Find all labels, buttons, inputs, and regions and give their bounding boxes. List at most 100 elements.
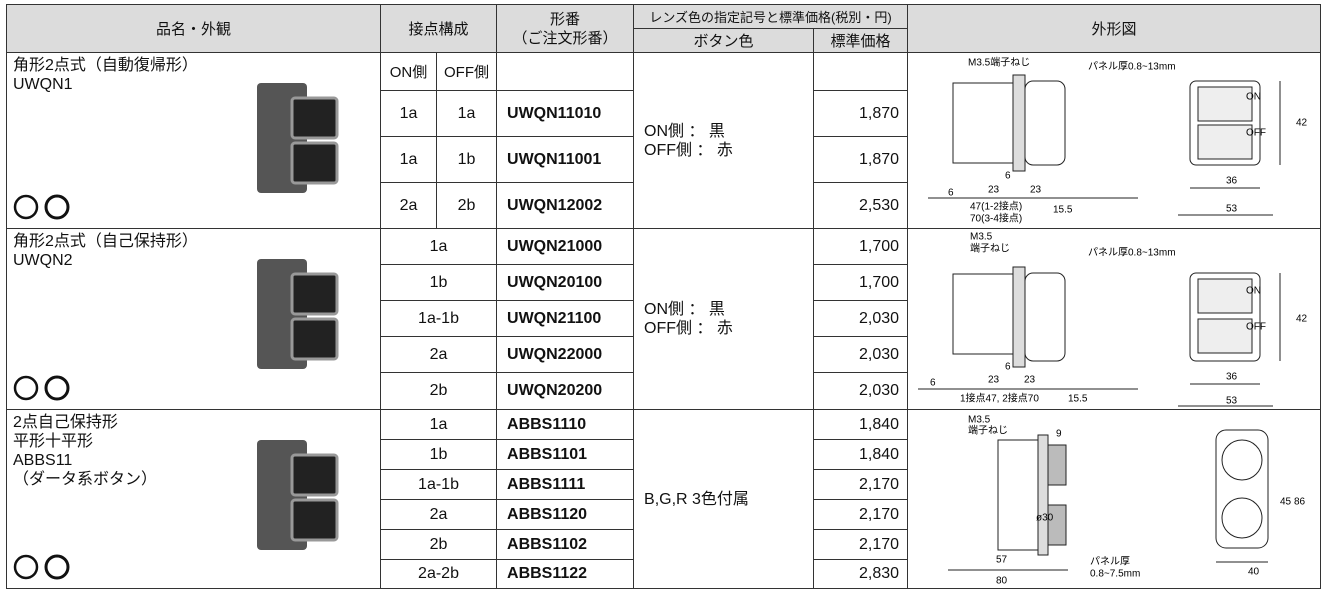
image-button bbox=[290, 141, 339, 185]
drawing-label: 6 bbox=[930, 378, 936, 389]
drawing-label: ON bbox=[1246, 286, 1261, 297]
table-row: 1a 1b UWQN11001 1,870 bbox=[7, 136, 1321, 183]
table-row: 1a-1b ABBS1111 2,170 bbox=[7, 469, 1321, 500]
drawing-label: 23 bbox=[1024, 375, 1036, 386]
price-table: 品名・外観 接点構成 形番 （ご注文形番） レンズ色の指定記号と標準価格(税別・円… bbox=[6, 4, 1322, 589]
model-cell: UWQN21100 bbox=[496, 300, 635, 337]
model-cell: UWQN12002 bbox=[496, 182, 635, 229]
price-cell: 2,030 bbox=[813, 336, 909, 373]
product-name: 2点自己保持形 平形十平形 ABBS11 （ダータ系ボタン） bbox=[13, 413, 157, 489]
button-color-cell: ON側 ： 黒 OFF側 ： 赤 bbox=[633, 228, 815, 410]
price-cell: 1,870 bbox=[813, 90, 909, 137]
drawing-label: 15.5 bbox=[1053, 205, 1073, 216]
drawing-label: 86 bbox=[1294, 497, 1306, 508]
table-row: 2a ABBS1120 2,170 bbox=[7, 499, 1321, 530]
contact-cell: 1a-1b bbox=[379, 300, 498, 337]
table-row: 2a 2b UWQN12002 2,530 bbox=[7, 182, 1321, 229]
model-cell: UWQN11010 bbox=[496, 90, 635, 137]
header-text: 形番 bbox=[550, 10, 581, 28]
drawing-label: 23 bbox=[988, 185, 1000, 196]
outline bbox=[1024, 272, 1066, 362]
header-cell: 接点構成 bbox=[379, 4, 498, 53]
table-row: 角形2点式（自動復帰形） UWQN1 ON側 OFF側 ON側 ： 黒 OFF側 ： 赤 M… bbox=[6, 52, 1322, 229]
header-row: 品名・外観 接点構成 形番 （ご注文形番） レンズ色の指定記号と標準価格(税別・円… bbox=[6, 4, 1322, 53]
product-image bbox=[257, 259, 339, 369]
csa-logo bbox=[44, 194, 70, 220]
outline bbox=[1037, 434, 1049, 556]
model-cell: ABBS1110 bbox=[496, 409, 635, 440]
header-row: ボタン色 標準価格 bbox=[7, 28, 1321, 53]
contact-cell: 1a bbox=[380, 136, 437, 183]
drawing-label: 36 bbox=[1226, 176, 1238, 187]
cert-logos bbox=[13, 375, 70, 401]
table-row: 1b UWQN20100 1,700 bbox=[7, 264, 1321, 301]
price-cell: 1,840 bbox=[813, 439, 909, 470]
outline bbox=[1047, 504, 1067, 546]
outline bbox=[1012, 74, 1026, 172]
product-name-line: 平形十平形 bbox=[13, 433, 94, 450]
button-color-cell: B,G,R 3色付属 bbox=[633, 409, 815, 589]
drawing-cell: M3.5 端子ねじ パネル厚0.8~13mm ON OFF 42 6 23 23 6 1接点47, … bbox=[907, 228, 1322, 410]
contact-cell: 1b bbox=[379, 439, 498, 470]
model-cell: ABBS1120 bbox=[496, 499, 635, 530]
contact-header-cell: ON側 bbox=[380, 52, 437, 91]
drawing-label: 6 bbox=[1005, 171, 1011, 182]
drawing-label: 42 bbox=[1296, 118, 1308, 129]
table-row: 2a-2b ABBS1122 2,830 bbox=[7, 559, 1321, 589]
button-color-line: OFF側 ： 赤 bbox=[644, 141, 733, 159]
product-name-line: 角形2点式（自動復帰形） bbox=[13, 57, 198, 74]
drawing-label: M3.5 bbox=[968, 415, 991, 426]
contact-cell: 2b bbox=[435, 182, 498, 229]
product-cell: 角形2点式（自己保持形） UWQN2 bbox=[6, 228, 381, 410]
drawing-label: ON bbox=[1246, 92, 1261, 103]
contact-cell: 2b bbox=[379, 372, 498, 410]
contact-cell: 1b bbox=[379, 264, 498, 301]
drawing-cell: M3.5 端子ねじ 9 45 86 ø30 57 80 パネル厚 0.8~7.5mm 40 bbox=[907, 409, 1322, 589]
image-button bbox=[290, 96, 339, 140]
drawing-label: 80 bbox=[996, 576, 1008, 587]
price-cell: 2,170 bbox=[813, 499, 909, 530]
header-text: （ご注文形番） bbox=[512, 29, 618, 47]
drawing-label: 1接点47, 2接点70 bbox=[960, 392, 1039, 405]
drawing-label: M3.5 bbox=[970, 232, 993, 243]
model-cell: UWQN20200 bbox=[496, 372, 635, 410]
model-cell: UWQN22000 bbox=[496, 336, 635, 373]
button-color-line: B,G,R 3色付属 bbox=[644, 490, 749, 508]
table-row: 1a-1b UWQN21100 2,030 bbox=[7, 300, 1321, 337]
outline bbox=[1197, 124, 1253, 160]
drawing-label: 36 bbox=[1226, 372, 1238, 383]
drawing-label: 47(1-2接点) bbox=[970, 200, 1022, 213]
outline bbox=[1024, 80, 1066, 166]
drawing-label: 端子ねじ bbox=[970, 242, 1010, 255]
image-button bbox=[290, 498, 339, 542]
outline bbox=[1221, 439, 1263, 481]
drawing-label: パネル厚0.8~13mm bbox=[1088, 61, 1176, 73]
contact-cell: 2a bbox=[380, 182, 437, 229]
model-cell: ABBS1102 bbox=[496, 529, 635, 560]
drawing-label: 23 bbox=[988, 375, 1000, 386]
contact-cell: 1a bbox=[379, 409, 498, 440]
header-cell: 標準価格 bbox=[813, 28, 909, 53]
model-cell: ABBS1111 bbox=[496, 469, 635, 500]
contact-cell: 2b bbox=[379, 529, 498, 560]
header-cell: レンズ色の指定記号と標準価格(税別・円) bbox=[633, 4, 909, 29]
outline bbox=[1047, 444, 1067, 486]
model-cell: UWQN11001 bbox=[496, 136, 635, 183]
price-cell: 1,870 bbox=[813, 136, 909, 183]
product-image bbox=[257, 440, 339, 550]
cert-logos bbox=[13, 194, 70, 220]
drawing-label: 9 bbox=[1056, 429, 1062, 440]
drawing-label: 6 bbox=[948, 188, 954, 199]
ul-logo bbox=[13, 375, 39, 401]
drawing-label: ø30 bbox=[1036, 513, 1054, 524]
drawing-label: 端子ねじ bbox=[968, 424, 1008, 437]
price-cell: 1,700 bbox=[813, 228, 909, 265]
button-color-line: OFF側 ： 赤 bbox=[644, 320, 733, 337]
drawing-label: 45 bbox=[1280, 497, 1292, 508]
product-name-line: UWQN2 bbox=[13, 252, 73, 269]
drawing-label: 6 bbox=[1005, 362, 1011, 373]
outline-drawing: M3.5端子ねじ パネル厚0.8~13mm ON OFF 42 6 23 23 6 1接点47, … bbox=[918, 232, 1308, 407]
product-wrap: 2点自己保持形 平形十平形 ABBS11 （ダータ系ボタン） bbox=[8, 411, 380, 588]
